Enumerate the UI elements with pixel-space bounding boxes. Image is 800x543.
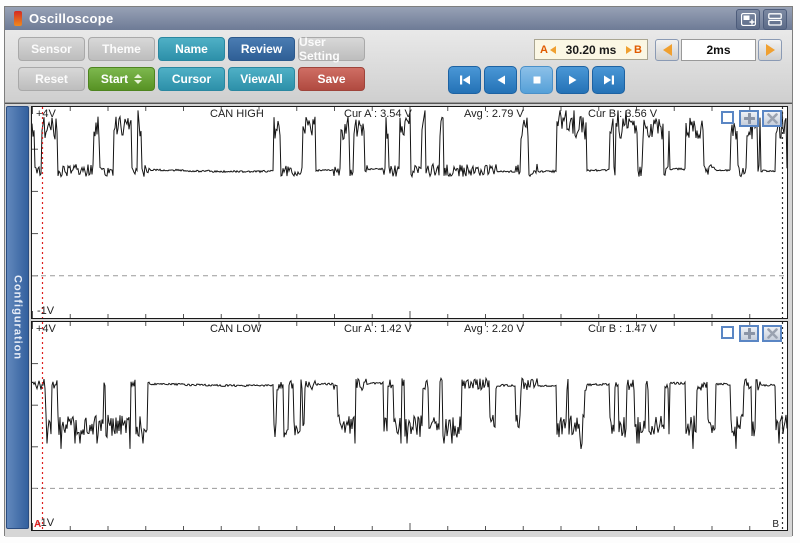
waveform-trace xyxy=(32,376,787,449)
stop-button[interactable] xyxy=(520,66,553,94)
channel-visibility-checkbox[interactable] xyxy=(721,111,734,124)
channel-panel-can-low: +4V CAN LOW Cur A : 1.42 V Avg : 2.20 V … xyxy=(31,321,788,531)
right-arrow-icon xyxy=(765,44,775,56)
tile-layout-icon xyxy=(768,13,782,26)
oscilloscope-window: Oscilloscope Sensor Theme Name Review Us… xyxy=(4,6,793,537)
skip-to-end-icon xyxy=(603,75,614,85)
start-spinner-icon[interactable] xyxy=(134,74,143,84)
channel-visibility-checkbox[interactable] xyxy=(721,326,734,339)
timebase-value: 2ms xyxy=(681,39,756,61)
user-setting-button[interactable]: User Setting xyxy=(298,35,365,63)
channel-name-label: CAN LOW xyxy=(210,323,262,335)
cursor-b-label: B xyxy=(634,43,642,56)
name-button[interactable]: Name xyxy=(158,37,225,61)
toolbar: Sensor Theme Name Review User Setting Re… xyxy=(5,30,792,103)
top-voltage-label: +4V xyxy=(36,323,56,335)
new-panel-button[interactable] xyxy=(736,9,760,30)
waveform-plot-can-low[interactable] xyxy=(32,322,787,530)
sidebar-tab-label: Configuration xyxy=(11,274,24,361)
skip-to-start-icon xyxy=(459,75,470,85)
step-forward-icon xyxy=(568,75,576,85)
transport-controls xyxy=(448,66,625,94)
cursor-a-value-label: Cur A : 3.54 V xyxy=(344,108,412,120)
cursor-b-marker[interactable]: B xyxy=(772,519,779,530)
close-icon xyxy=(766,328,778,339)
cursor-b-value-label: Cur B : 1.47 V xyxy=(588,323,658,335)
timebase-decrease-button[interactable] xyxy=(655,39,679,61)
waveform-plot-can-high[interactable] xyxy=(32,107,787,318)
step-back-button[interactable] xyxy=(484,66,517,94)
stop-icon xyxy=(533,76,540,84)
top-voltage-label: +4V xyxy=(36,108,56,120)
plus-icon xyxy=(743,113,755,124)
channel-panel-can-high: +4V CAN HIGH Cur A : 3.54 V Avg : 2.79 V… xyxy=(31,106,788,319)
average-value-label: Avg : 2.20 V xyxy=(464,323,524,335)
cursor-a-label: A xyxy=(540,43,548,56)
bottom-voltage-label: -1V xyxy=(37,517,55,529)
close-channel-button[interactable] xyxy=(762,110,782,127)
window-title: Oscilloscope xyxy=(29,11,114,26)
review-button[interactable]: Review xyxy=(228,37,295,61)
waveform-trace xyxy=(32,110,787,179)
app-icon xyxy=(14,11,22,26)
timebase-increase-button[interactable] xyxy=(758,39,782,61)
save-button[interactable]: Save xyxy=(298,67,365,91)
channel-name-label: CAN HIGH xyxy=(210,108,264,120)
ab-delta-value: 30.20 ms xyxy=(565,42,617,57)
start-button[interactable]: Start xyxy=(88,67,155,91)
close-channel-button[interactable] xyxy=(762,325,782,342)
left-arrow-icon xyxy=(662,44,672,56)
ab-time-readout: A 30.20 ms B xyxy=(534,39,648,60)
sidebar-tab-configuration[interactable]: Configuration xyxy=(6,106,29,529)
average-value-label: Avg : 2.79 V xyxy=(464,108,524,120)
sensor-button[interactable]: Sensor xyxy=(18,37,85,61)
add-channel-button[interactable] xyxy=(739,110,759,127)
cursor-b-value-label: Cur B : 3.56 V xyxy=(588,108,658,120)
bottom-voltage-label: -1V xyxy=(37,305,55,317)
skip-to-end-button[interactable] xyxy=(592,66,625,94)
plus-icon xyxy=(743,328,755,339)
cursor-b-nudge-right-icon[interactable] xyxy=(626,45,633,54)
title-bar: Oscilloscope xyxy=(5,7,792,30)
theme-button[interactable]: Theme xyxy=(88,37,155,61)
new-panel-icon xyxy=(740,13,756,26)
tile-layout-button[interactable] xyxy=(763,9,787,30)
reset-button[interactable]: Reset xyxy=(18,67,85,91)
close-icon xyxy=(766,113,778,124)
cursor-a-value-label: Cur A : 1.42 V xyxy=(344,323,412,335)
workspace: Configuration +4V CAN HIGH Cur A : 3.54 … xyxy=(5,103,792,537)
step-back-icon xyxy=(497,75,505,85)
viewall-button[interactable]: ViewAll xyxy=(228,67,295,91)
cursor-a-nudge-left-icon[interactable] xyxy=(549,45,556,54)
cursor-button[interactable]: Cursor xyxy=(158,67,225,91)
skip-to-start-button[interactable] xyxy=(448,66,481,94)
cursor-a-marker[interactable]: A xyxy=(34,519,42,530)
step-forward-button[interactable] xyxy=(556,66,589,94)
add-channel-button[interactable] xyxy=(739,325,759,342)
